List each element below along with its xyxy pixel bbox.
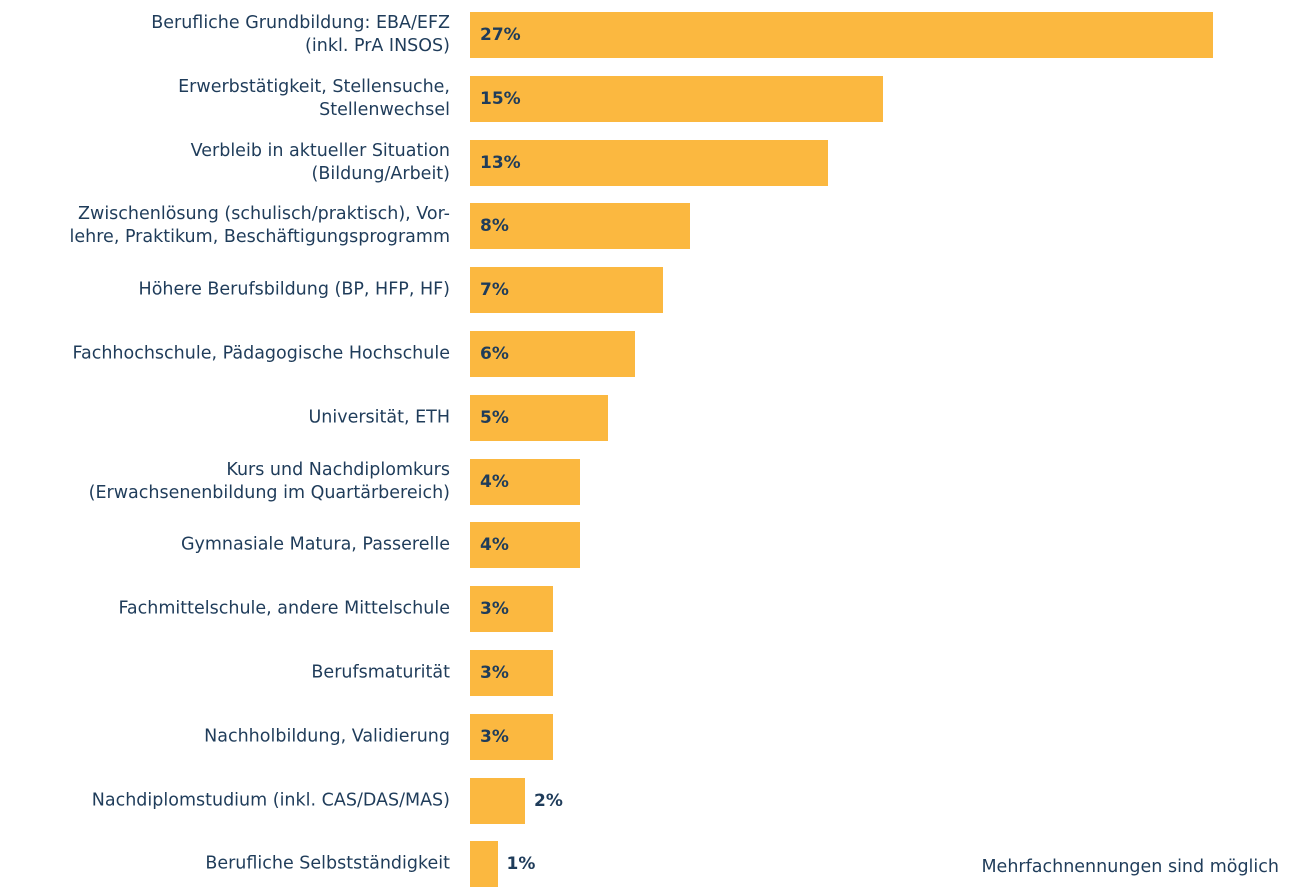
category-label: Erwerbstätigkeit, Stellensuche, Stellenw… xyxy=(178,76,450,120)
category-label: Verbleib in aktueller Situation (Bildung… xyxy=(190,140,450,184)
value-label: 3% xyxy=(480,663,509,683)
value-label: 4% xyxy=(480,471,509,492)
value-label: 4% xyxy=(480,535,509,556)
bar xyxy=(470,458,581,505)
bar xyxy=(470,75,883,122)
note: Mehrfachnennungen sind möglich xyxy=(981,857,1279,877)
value-label: 8% xyxy=(480,216,509,237)
value-label: 6% xyxy=(480,344,509,364)
value-label: 2% xyxy=(534,790,563,811)
bar xyxy=(470,650,553,696)
category-label: Fachmittelschule, andere Mittelschule xyxy=(118,598,450,619)
category-label: Nachdiplomstudium (inkl. CAS/DAS/MAS) xyxy=(91,790,450,811)
bar xyxy=(470,394,608,441)
category-label: Fachhochschule, Pädagogische Hochschule xyxy=(72,343,450,364)
bar xyxy=(470,713,553,760)
category-label: Berufliche Grundbildung: EBA/EFZ (inkl. … xyxy=(151,13,450,56)
bar xyxy=(470,522,581,569)
category-label: Höhere Berufsbildung (BP, HFP, HF) xyxy=(138,279,450,300)
value-label: 7% xyxy=(480,280,509,301)
category-label: Kurs und Nachdiplomkurs (Erwachsenenbild… xyxy=(88,459,450,503)
value-label: 5% xyxy=(480,407,509,428)
category-label: Berufsmaturität xyxy=(311,662,450,683)
bar xyxy=(470,139,828,186)
category-label: Universität, ETH xyxy=(308,407,450,428)
bar xyxy=(470,12,1213,58)
value-label: 27% xyxy=(480,25,521,45)
bar xyxy=(470,267,663,314)
bar xyxy=(470,203,691,250)
category-label: Zwischenlösung (schulisch/praktisch), Vo… xyxy=(69,204,450,248)
category-label: Gymnasiale Matura, Passerelle xyxy=(180,534,450,555)
value-label: 3% xyxy=(480,726,509,747)
value-label: 3% xyxy=(480,599,509,620)
bar xyxy=(470,331,636,377)
bar xyxy=(470,586,553,633)
value-label: 13% xyxy=(480,152,521,173)
value-label: 1% xyxy=(506,854,536,875)
value-label: 15% xyxy=(480,88,521,109)
category-label: Nachholbildung, Validierung xyxy=(204,726,450,747)
bar xyxy=(470,841,498,887)
category-label: Berufliche Selbstständigkeit xyxy=(205,853,450,874)
bar xyxy=(470,777,526,824)
